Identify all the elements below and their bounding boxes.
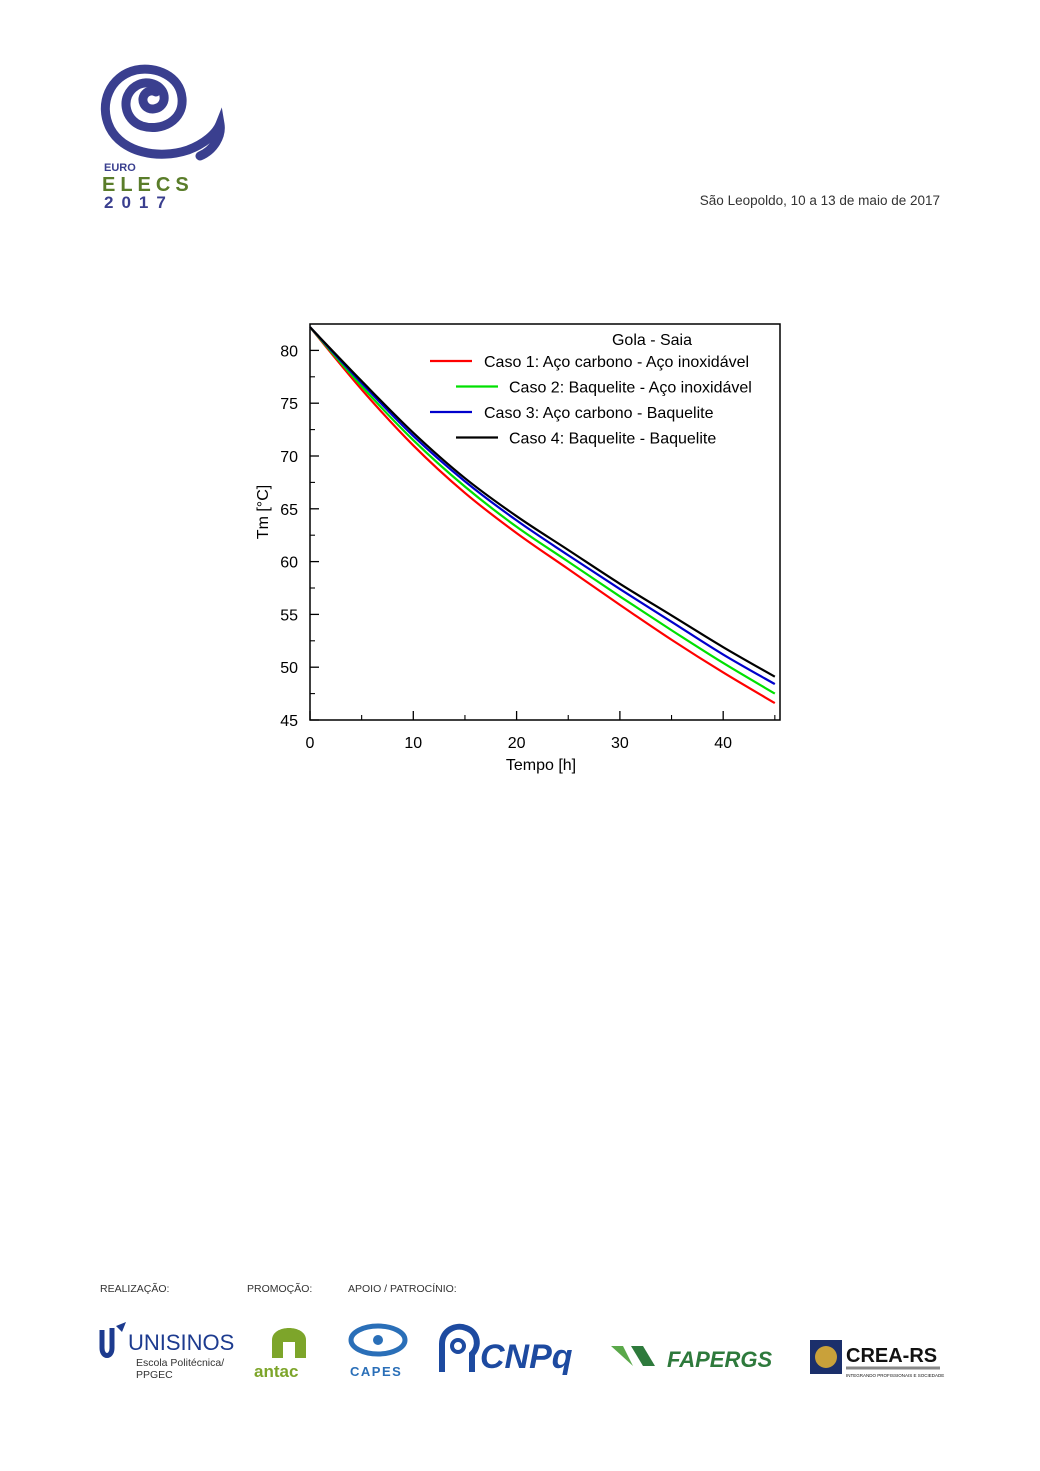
x-tick-label: 10: [404, 735, 422, 752]
series-line-3: [309, 326, 776, 686]
unisinos-sub1: Escola Politécnica/: [136, 1357, 224, 1369]
unisinos-u-icon: [99, 1328, 115, 1358]
cnpq-logo: CNPq: [436, 1318, 588, 1388]
capes-eye-icon: [348, 1323, 408, 1357]
promocao-label: PROMOÇÃO:: [247, 1283, 313, 1295]
crea-seal-icon: [810, 1340, 842, 1374]
fapergs-chevron-icon: [611, 1346, 655, 1366]
euroelecs-logo: EURO ELECS 2017: [100, 64, 225, 212]
antac-name: antac: [254, 1362, 298, 1381]
series-line-1: [309, 326, 776, 705]
unisinos-name: UNISINOS: [128, 1330, 234, 1355]
cnpq-head-icon: [439, 1323, 480, 1372]
legend-label-1: Caso 1: Aço carbono - Aço inoxidável: [484, 354, 749, 371]
y-tick-label: 65: [280, 502, 298, 519]
x-tick-label: 40: [714, 735, 732, 752]
y-axis-label: Tm [°C]: [255, 485, 272, 539]
fapergs-logo: FAPERGS: [609, 1318, 785, 1388]
crea-sub: INTEGRANDO PROFISSIONAIS E SOCIEDADE: [846, 1373, 944, 1378]
logo-year-text: 2017: [104, 193, 174, 212]
x-tick-label: 0: [306, 735, 315, 752]
chart-container: 0 10 20 30 40 45 50 55 60 65 70 75 80 Tempo [h] Tm [°C…: [240, 310, 800, 790]
y-tick-label: 80: [280, 343, 298, 360]
legend-title: Gola - Saia: [612, 332, 692, 349]
logo-euro-text: EURO: [104, 162, 136, 174]
capes-logo: CAPES: [346, 1318, 412, 1388]
crea-name: CREA-RS: [846, 1345, 937, 1367]
logo-elecs-text: ELECS: [102, 174, 194, 196]
x-axis-label: Tempo [h]: [506, 757, 576, 774]
legend-label-4: Caso 4: Baquelite - Baquelite: [509, 431, 716, 448]
y-tick-label: 50: [280, 660, 298, 677]
series-line-2: [309, 326, 776, 695]
series-line-4: [309, 326, 776, 678]
x-tick-label: 30: [611, 735, 629, 752]
antac-logo: antac: [252, 1318, 326, 1388]
x-tick-label: 20: [508, 735, 526, 752]
unisinos-sub2: PPGEC: [136, 1369, 173, 1381]
realizacao-label: REALIZAÇÃO:: [100, 1283, 170, 1295]
legend-label-3: Caso 3: Aço carbono - Baquelite: [484, 405, 714, 422]
temperature-chart: 0 10 20 30 40 45 50 55 60 65 70 75 80 Tempo [h] Tm [°C…: [255, 323, 781, 774]
capes-name: CAPES: [350, 1364, 402, 1379]
spiral-icon: [100, 64, 225, 161]
legend-label-2: Caso 2: Baquelite - Aço inoxidável: [509, 380, 752, 397]
y-tick-label: 60: [280, 555, 298, 572]
unisinos-logo: UNISINOS Escola Politécnica/ PPGEC: [98, 1318, 238, 1388]
y-tick-label: 70: [280, 449, 298, 466]
y-tick-label: 45: [280, 713, 298, 730]
crea-logo: CREA-RS INTEGRANDO PROFISSIONAIS E SOCIE…: [808, 1318, 946, 1388]
y-tick-label: 75: [280, 396, 298, 413]
event-date: São Leopoldo, 10 a 13 de maio de 2017: [699, 193, 940, 208]
y-tick-label: 55: [280, 607, 298, 624]
apoio-label: APOIO / PATROCÍNIO:: [348, 1283, 457, 1295]
cnpq-name: CNPq: [480, 1338, 573, 1376]
plot-frame: [309, 323, 781, 721]
fapergs-name: FAPERGS: [667, 1347, 772, 1372]
